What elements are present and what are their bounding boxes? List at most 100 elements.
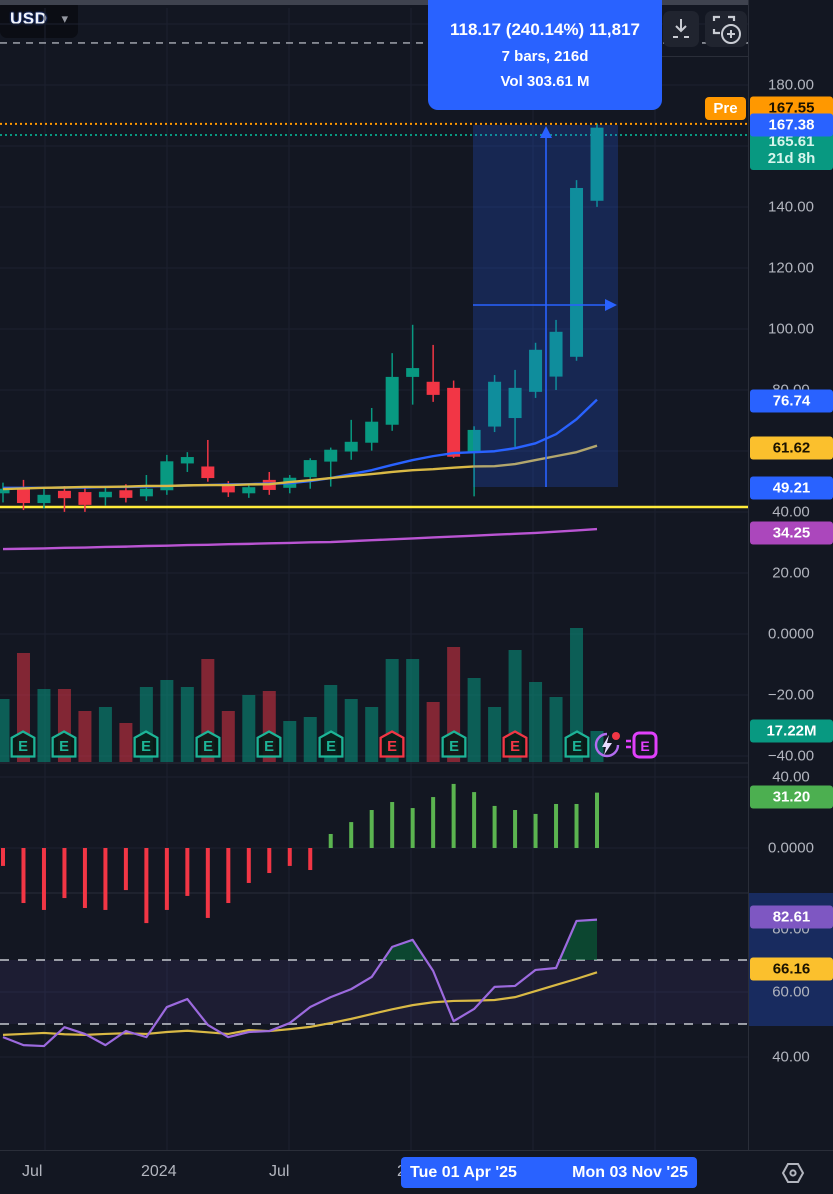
oscillator-bar [62,848,67,899]
candle [37,494,51,504]
price-axis-label: 40.00 [772,1048,810,1066]
earnings-icon[interactable]: E [502,730,528,763]
ma-yellow[interactable] [2,444,598,491]
last-price-tag: 167.38 [750,113,833,137]
candle [447,387,461,457]
snapshot-zoom-button[interactable] [705,11,747,47]
oscillator-bar [164,848,169,910]
oscillator-bar [533,813,538,848]
oscillator-value-tag: 31.20 [750,785,833,809]
volume-bar [119,723,133,762]
earnings-icon[interactable]: E [256,730,282,763]
volume-bar [303,717,317,762]
oscillator-bar [390,802,395,848]
flash-alert-icon[interactable] [590,728,624,767]
earnings-icon[interactable]: E [318,730,344,763]
oscillator-bar [82,848,87,908]
svg-text:E: E [264,739,274,755]
candle [180,457,194,464]
ma-purple-value-tag: 34.25 [750,521,833,545]
oscillator-bar [451,783,456,848]
svg-text:E: E [387,739,397,755]
svg-text:E: E [203,739,213,755]
oscillator-bar [595,792,600,848]
price-axis-label: 120.00 [768,259,814,277]
candle [221,485,235,493]
oscillator-bar [554,803,559,848]
price-axis-label: −40.00 [767,747,815,765]
measure-tooltip: 118.17 (240.14%) 11,817 7 bars, 216d Vol… [428,0,662,110]
time-axis-label: Jul [269,1163,290,1180]
measure-change: 118.17 (240.14%) 11,817 [450,20,640,39]
price-axis-label: 40.00 [772,503,810,521]
ma-purple[interactable] [2,527,598,551]
oscillator-bar [513,810,518,848]
svg-text:E: E [510,739,520,755]
svg-text:E: E [19,739,29,755]
candle [426,381,440,395]
time-axis[interactable]: Tue 01 Apr '25 Mon 03 Nov '25 Jul 2024 Jul… [0,1150,833,1194]
measure-date-range: Tue 01 Apr '25 Mon 03 Nov '25 [401,1157,697,1188]
scale-settings-button[interactable] [776,1157,810,1188]
candle [57,490,71,499]
earnings-icon[interactable]: E [195,730,221,763]
rsi-ma-value-tag: 66.16 [750,957,833,981]
measure-low-tag: 49.21 [750,476,833,500]
candle [344,441,358,452]
rsi-ma-line[interactable] [2,971,598,1036]
time-axis-label: 2024 [141,1163,177,1180]
candle [549,331,563,377]
premarket-badge: Pre [705,97,746,120]
candle [570,187,584,357]
volume-bar [78,711,92,762]
earnings-icon[interactable]: E [564,730,590,763]
oscillator-bar [246,848,251,883]
earnings-icon[interactable]: E [10,730,36,763]
volume-value-tag: 17.22M [750,719,833,743]
price-axis-label: 0.0000 [768,839,814,857]
oscillator-bar [410,808,415,848]
svg-text:E: E [141,739,151,755]
volume-bar [221,711,235,762]
candle [467,429,481,453]
earnings-icon[interactable]: E [441,730,467,763]
candle [590,127,604,201]
oscillator-bar [574,803,579,848]
range-start-date: Tue 01 Apr '25 [410,1163,517,1181]
earnings-icon[interactable]: E [51,730,77,763]
volume-bar [242,695,256,762]
candle [324,449,338,462]
oscillator-bar [369,810,374,848]
candle [16,488,30,504]
rsi-line[interactable] [2,918,598,1048]
svg-text:E: E [326,739,336,755]
oscillator-bar [41,848,46,910]
hexagon-settings-icon [781,1162,805,1183]
price-axis-label: 140.00 [768,198,814,216]
volume-bar [529,682,543,762]
candle [303,460,317,478]
candle [406,368,420,377]
download-button[interactable] [663,11,699,47]
price-axis-label: 20.00 [772,564,810,582]
range-end-date: Mon 03 Nov '25 [572,1163,688,1181]
measure-duration: 7 bars, 216d [501,48,589,65]
candle [508,387,522,419]
earnings-icon[interactable]: E [379,730,405,763]
volume-bar [160,680,174,762]
volume-bar [488,707,502,762]
currency-dropdown[interactable]: USD ▾ [0,0,78,38]
download-icon [673,19,689,38]
earnings-label-icon[interactable]: E [624,731,658,764]
candle [385,376,399,425]
price-axis[interactable]: 180.00140.00120.00100.0080.0040.0020.000… [748,0,833,1150]
volume-bar [467,678,481,762]
oscillator-bar [349,822,354,848]
snapshot-zoom-icon [712,15,741,44]
earnings-icon[interactable]: E [133,730,159,763]
candle [488,381,502,427]
volume-bar [406,659,420,762]
volume-bar [426,702,440,762]
oscillator-bar [492,805,497,848]
